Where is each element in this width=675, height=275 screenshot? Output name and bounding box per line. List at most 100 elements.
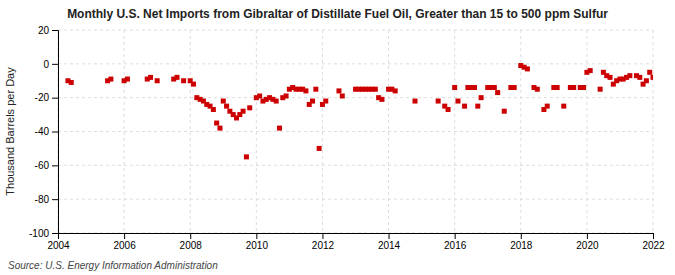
point [588, 68, 593, 73]
point [277, 126, 282, 131]
point [651, 75, 654, 80]
x-tick-label: 2004 [47, 240, 70, 251]
point [284, 93, 289, 98]
y-tick-label: -40 [35, 126, 50, 137]
x-tick-mark [521, 233, 522, 239]
grid-line [454, 30, 455, 233]
y-tick-label: -60 [35, 160, 50, 171]
point [545, 104, 550, 109]
x-tick-label: 2018 [510, 240, 533, 251]
point [274, 99, 279, 104]
point [247, 105, 252, 110]
x-tick: 2006 [113, 233, 136, 251]
y-tick: -60 [35, 160, 58, 171]
x-tick-mark [256, 233, 257, 239]
point [446, 107, 451, 112]
y-tick: -100 [29, 228, 58, 239]
grid-line [653, 30, 654, 233]
point [313, 87, 318, 92]
point [336, 88, 341, 93]
grid-line [388, 30, 389, 233]
point [512, 85, 517, 90]
x-tick: 2010 [246, 233, 269, 251]
y-axis: -100 -80 -60 -40 -20 0 20 [29, 25, 59, 239]
point [224, 104, 229, 109]
point [452, 85, 457, 90]
x-tick-label: 2022 [642, 240, 665, 251]
y-axis-title: Thousand Barrels per Day [4, 67, 16, 196]
x-tick-mark [587, 233, 588, 239]
grid-line [190, 30, 191, 233]
x-tick-label: 2010 [246, 240, 269, 251]
point [323, 99, 328, 104]
x-tick: 2022 [642, 233, 665, 251]
grid-line [322, 30, 323, 233]
point [492, 85, 497, 90]
y-tick: -20 [35, 92, 58, 103]
x-tick: 2014 [378, 233, 401, 251]
plot-area: 2004200620082010201220142016201820202022… [29, 25, 665, 251]
point [436, 99, 441, 104]
point [627, 73, 632, 78]
point [211, 107, 216, 112]
point [525, 66, 530, 71]
x-tick-label: 2006 [113, 240, 136, 251]
point [310, 99, 315, 104]
point [317, 146, 322, 151]
point [475, 104, 480, 109]
y-tick-label: -80 [35, 194, 50, 205]
chart: Monthly U.S. Net Imports from Gibraltar … [0, 0, 675, 275]
point [241, 109, 246, 114]
y-tick-mark [52, 233, 58, 234]
x-tick: 2004 [47, 233, 70, 251]
point [502, 109, 507, 114]
point [644, 78, 649, 83]
x-tick-label: 2012 [312, 240, 335, 251]
point [571, 85, 576, 90]
grid-line [256, 30, 257, 233]
grid-line [58, 199, 653, 200]
y-tick-mark [52, 132, 58, 133]
point [217, 126, 222, 131]
x-tick-mark [389, 233, 390, 239]
grid-line [58, 165, 653, 166]
point [598, 87, 603, 92]
y-axis-line [52, 31, 59, 234]
point [637, 75, 642, 80]
point [214, 121, 219, 126]
y-tick-mark [52, 199, 58, 200]
point [472, 85, 477, 90]
y-tick: -80 [35, 194, 58, 205]
point [581, 85, 586, 90]
point [221, 99, 226, 104]
point [181, 78, 186, 83]
grid-line [58, 30, 653, 31]
point [608, 75, 613, 80]
x-tick-mark [455, 233, 456, 239]
x-tick: 2008 [180, 233, 203, 251]
grid-line [58, 97, 653, 98]
x-tick-label: 2014 [378, 240, 401, 251]
point [148, 75, 153, 80]
x-tick-label: 2020 [576, 240, 599, 251]
point [379, 97, 384, 102]
point [462, 104, 467, 109]
x-tick-mark [322, 233, 323, 239]
y-tick-mark [52, 64, 58, 65]
y-tick-label: 0 [43, 59, 49, 70]
point [373, 87, 378, 92]
x-tick: 2012 [312, 233, 335, 251]
x-tick-label: 2008 [180, 240, 203, 251]
y-tick-label: 20 [38, 25, 50, 36]
point [108, 77, 113, 82]
y-tick-label: -20 [35, 92, 50, 103]
grid-line [58, 63, 653, 64]
x-tick: 2018 [510, 233, 533, 251]
title: Monthly U.S. Net Imports from Gibraltar … [67, 7, 608, 21]
y-tick: 20 [38, 25, 58, 36]
source: Source: U.S. Energy Information Administ… [8, 260, 218, 271]
x-tick: 2020 [576, 233, 599, 251]
point [69, 80, 74, 85]
point [257, 93, 262, 98]
point [244, 154, 249, 159]
